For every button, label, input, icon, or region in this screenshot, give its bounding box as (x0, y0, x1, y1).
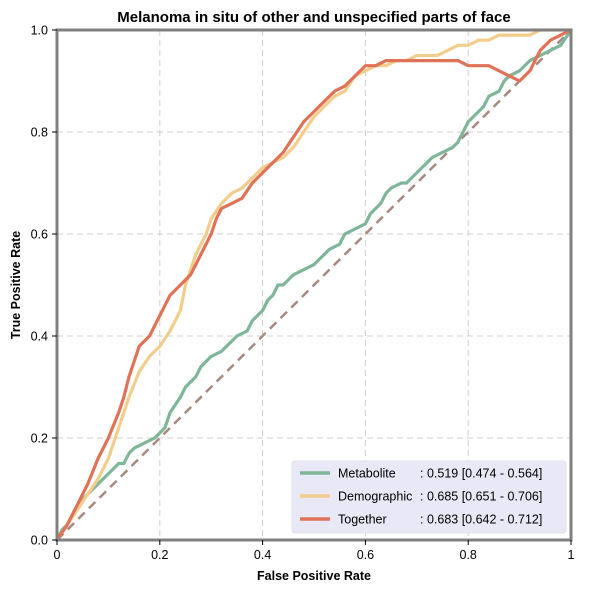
legend-series-name: Together (338, 513, 387, 527)
series-line-metabolite (55, 28, 573, 542)
legend-auc-value: : 0.519 [0.474 - 0.564] (420, 467, 542, 481)
y-tick-label: 0.4 (31, 330, 48, 344)
chart-title: Melanoma in situ of other and unspecifie… (117, 9, 510, 26)
y-tick-label: 1.0 (31, 24, 48, 38)
chance-diagonal-line (56, 29, 572, 541)
y-axis-label: True Positive Rate (9, 231, 23, 339)
x-tick-label: 1 (568, 548, 575, 562)
legend-series-name: Metabolite (338, 467, 396, 481)
legend: Metabolite : 0.519 [0.474 - 0.564] Demogra… (291, 460, 567, 534)
legend-auc-value: : 0.685 [0.651 - 0.706] (420, 490, 542, 504)
legend-series-name: Demographic (338, 490, 412, 504)
grid-layer (57, 30, 571, 540)
x-tick-label: 0.2 (151, 548, 168, 562)
x-axis-label: False Positive Rate (257, 569, 371, 583)
series-line-together (55, 28, 573, 542)
series-layer (55, 28, 573, 542)
y-tick-label: 0.6 (31, 228, 48, 242)
y-tick-label: 0.2 (31, 432, 48, 446)
series-line-demographic (55, 28, 573, 542)
plot-frame (55, 28, 573, 542)
x-tick-label: 0 (54, 548, 61, 562)
chance-layer (56, 29, 572, 541)
x-tick-label: 0.6 (357, 548, 374, 562)
y-tick-label: 0.8 (31, 126, 48, 140)
x-tick-label: 0.8 (460, 548, 477, 562)
legend-box (291, 460, 567, 534)
legend-auc-value: : 0.683 [0.642 - 0.712] (420, 513, 542, 527)
y-tick-label: 0.0 (31, 534, 48, 548)
tick-layer: 0 0.2 0.4 0.6 0.8 1 0.0 0.2 0.4 0.6 0.8 1.0 (31, 24, 575, 563)
x-tick-label: 0.4 (254, 548, 271, 562)
